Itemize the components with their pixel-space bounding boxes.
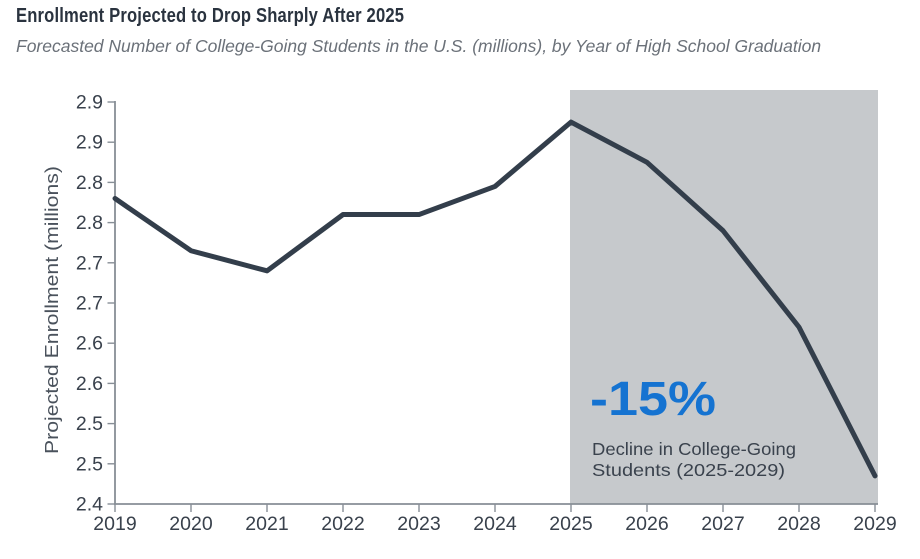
x-tick-label: 2022 [321, 513, 364, 535]
x-tick-label: 2020 [169, 513, 213, 535]
x-tick-label: 2026 [625, 513, 668, 535]
y-tick-label: 2.5 [76, 453, 103, 475]
y-axis-title: Projected Enrollment (millions) [42, 166, 62, 454]
y-tick-label: 2.9 [76, 92, 103, 114]
annotation-caption-line1: Decline in College-Going [592, 439, 796, 459]
y-tick-label: 2.8 [76, 172, 103, 194]
x-tick-label: 2029 [853, 513, 896, 535]
x-tick-label: 2021 [245, 513, 288, 535]
y-tick-label: 2.6 [76, 333, 103, 355]
shade-layer [570, 90, 878, 504]
y-tick-label: 2.9 [76, 132, 103, 154]
series-layer [112, 119, 878, 479]
x-tick-label: 2027 [701, 513, 744, 535]
y-tick-label: 2.4 [76, 494, 103, 516]
annotation-group: -15% Decline in College-Going Students (… [590, 373, 796, 480]
y-tick-label: 2.6 [76, 373, 103, 395]
y-tick-label: 2.5 [76, 413, 103, 435]
annotation-decline-pct: -15% [590, 373, 716, 426]
enrollment-line [112, 119, 878, 479]
y-tick-label: 2.7 [76, 252, 103, 274]
forecast-shaded-region [570, 90, 878, 504]
x-tick-label: 2025 [549, 513, 593, 535]
chart-subtitle: Forecasted Number of College-Going Stude… [16, 36, 822, 56]
x-tick-label: 2019 [93, 513, 136, 535]
y-tick-label: 2.7 [76, 293, 103, 315]
x-tick-label: 2024 [473, 513, 517, 535]
y-tick-label: 2.8 [76, 212, 103, 234]
x-tick-label: 2028 [777, 513, 820, 535]
annotation-caption-line2: Students (2025-2029) [592, 460, 785, 480]
chart-title: Enrollment Projected to Drop Sharply Aft… [16, 5, 405, 27]
x-tick-label: 2023 [397, 513, 440, 535]
